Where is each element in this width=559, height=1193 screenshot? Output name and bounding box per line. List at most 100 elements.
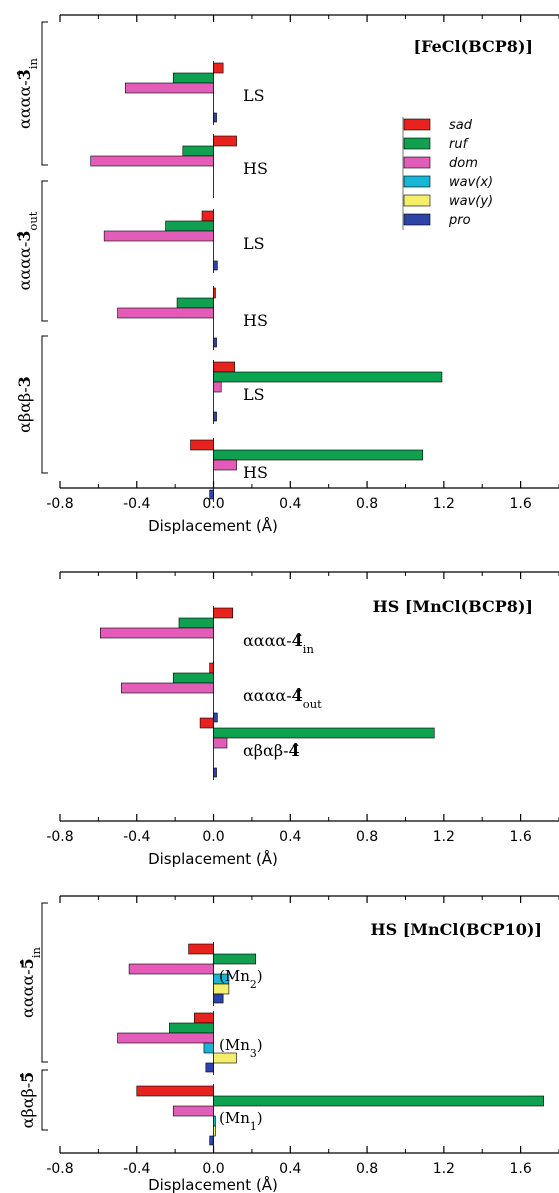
bar-pro xyxy=(213,112,217,123)
x-tick-label: 0.0 xyxy=(202,1161,224,1177)
bar-dom xyxy=(103,230,214,242)
x-tick-label: 1.6 xyxy=(509,1161,531,1177)
legend-label-dom: dom xyxy=(449,156,478,171)
entry-label: αβαβ-4̂ xyxy=(243,741,300,760)
bar-ruf xyxy=(213,1095,544,1107)
bar-pro xyxy=(213,767,217,778)
group-label: αααα-3̂out xyxy=(15,211,40,290)
panel-mncl-bcp10: -0.8 -0.4 0.0 0.4 0.8 1.2 1.6 Displacement (Å) H… xyxy=(18,895,559,1193)
bar-dom xyxy=(128,963,214,975)
entry-label: (Mn3) xyxy=(219,1036,263,1060)
bar-wavy xyxy=(213,983,230,995)
group-brace xyxy=(41,902,48,1063)
x-tick-label: 0.4 xyxy=(279,496,301,512)
bar-sad xyxy=(201,210,214,222)
x-axis-title: Displacement (Å) xyxy=(148,1175,278,1193)
x-tick-label: 1.2 xyxy=(433,829,455,845)
bar-pro xyxy=(209,1135,214,1146)
bar-ruf xyxy=(213,953,257,965)
x-tick-label: -0.4 xyxy=(123,1161,150,1177)
x-tick-label: -0.4 xyxy=(123,829,150,845)
bar-pro xyxy=(213,712,218,723)
bar-ruf xyxy=(178,617,214,629)
bar-dom xyxy=(121,682,214,694)
bar-sad xyxy=(213,62,224,74)
x-tick-label: 1.2 xyxy=(433,496,455,512)
x-tick-label: 0.8 xyxy=(356,1161,378,1177)
panel-title: [FeCl(BCP8)] xyxy=(414,37,533,56)
bar-dom xyxy=(172,1105,214,1117)
legend-swatch-pro xyxy=(403,213,431,226)
x-tick-label: 0.8 xyxy=(356,829,378,845)
bar-pro xyxy=(213,260,218,271)
panel-title: HS [MnCl(BCP8)] xyxy=(373,597,533,616)
bar-wavx xyxy=(203,1042,214,1054)
bar-dom xyxy=(213,459,237,471)
legend-swatch-sad xyxy=(403,118,431,131)
group-label: αααα-5̂in xyxy=(18,946,43,1017)
group-brace xyxy=(41,21,48,166)
entry-label: (Mn2) xyxy=(219,967,263,991)
bar-sad xyxy=(188,943,214,955)
x-axis-title: Displacement (Å) xyxy=(148,516,278,535)
group-label: αβαβ-3 xyxy=(15,376,34,433)
entry-label: LS xyxy=(243,86,265,105)
x-tick-label: 1.6 xyxy=(509,496,531,512)
bar-sad xyxy=(213,607,234,619)
legend-swatch-wavy xyxy=(403,194,431,207)
bar-wavy xyxy=(213,1052,237,1064)
x-tick-label: -0.4 xyxy=(123,496,150,512)
panel-fecl-bcp8: -0.8 -0.4 0.0 0.4 0.8 1.2 1.6 Displacement (Å) [… xyxy=(15,14,559,535)
bar-pro xyxy=(213,337,217,348)
bar-dom xyxy=(100,627,214,639)
bar-wavx xyxy=(213,1115,216,1127)
group-brace xyxy=(41,1069,48,1131)
x-tick-label: 0.0 xyxy=(202,829,224,845)
bar-ruf xyxy=(182,145,214,157)
bar-sad xyxy=(136,1085,214,1097)
x-tick-label: -0.8 xyxy=(46,496,73,512)
bar-ruf xyxy=(213,449,424,461)
legend-swatch-wavx xyxy=(403,175,431,188)
group-brace xyxy=(41,335,48,474)
bar-pro xyxy=(205,1062,214,1073)
x-tick-label: 0.4 xyxy=(279,829,301,845)
legend-swatch-ruf xyxy=(403,137,431,150)
bar-dom xyxy=(213,381,222,393)
x-tick-label: 0.0 xyxy=(202,496,224,512)
legend-label-sad: sad xyxy=(449,118,473,133)
bar-sad xyxy=(213,287,216,299)
bar-sad xyxy=(213,135,237,147)
bar-pro xyxy=(213,411,217,422)
x-tick-label: -0.8 xyxy=(46,829,73,845)
panel-mncl-bcp8: -0.8 -0.4 0.0 0.4 0.8 1.2 1.6 Displacement (Å) H… xyxy=(46,571,559,868)
legend-label-wavx: wav(x) xyxy=(449,175,493,190)
bar-sad xyxy=(213,361,235,373)
bar-dom xyxy=(117,307,214,319)
bar-ruf xyxy=(213,371,443,383)
entry-label: HS xyxy=(243,159,268,178)
bar-dom xyxy=(117,1032,214,1044)
x-axis-title: Displacement (Å) xyxy=(148,849,278,868)
bar-dom xyxy=(213,737,228,749)
bar-dom xyxy=(90,155,214,167)
x-tick-label: 1.6 xyxy=(509,829,531,845)
x-tick-label: -0.8 xyxy=(46,1161,73,1177)
group-label: αβαβ-5̂ xyxy=(18,1072,37,1129)
bar-ruf xyxy=(172,672,214,684)
legend-label-wavy: wav(y) xyxy=(449,194,493,209)
entry-label: HS xyxy=(243,311,268,330)
bar-ruf xyxy=(172,72,214,84)
legend-label-ruf: ruf xyxy=(449,137,470,152)
bar-sad xyxy=(194,1012,214,1024)
bar-pro xyxy=(209,489,214,500)
bar-ruf xyxy=(213,727,435,739)
bar-ruf xyxy=(169,1022,214,1034)
bar-dom xyxy=(124,82,214,94)
bar-ruf xyxy=(176,297,214,309)
panel-title: HS [MnCl(BCP10)] xyxy=(370,920,542,939)
x-tick-label: 0.8 xyxy=(356,496,378,512)
bar-wavy xyxy=(213,1125,216,1137)
bar-pro xyxy=(213,993,224,1004)
